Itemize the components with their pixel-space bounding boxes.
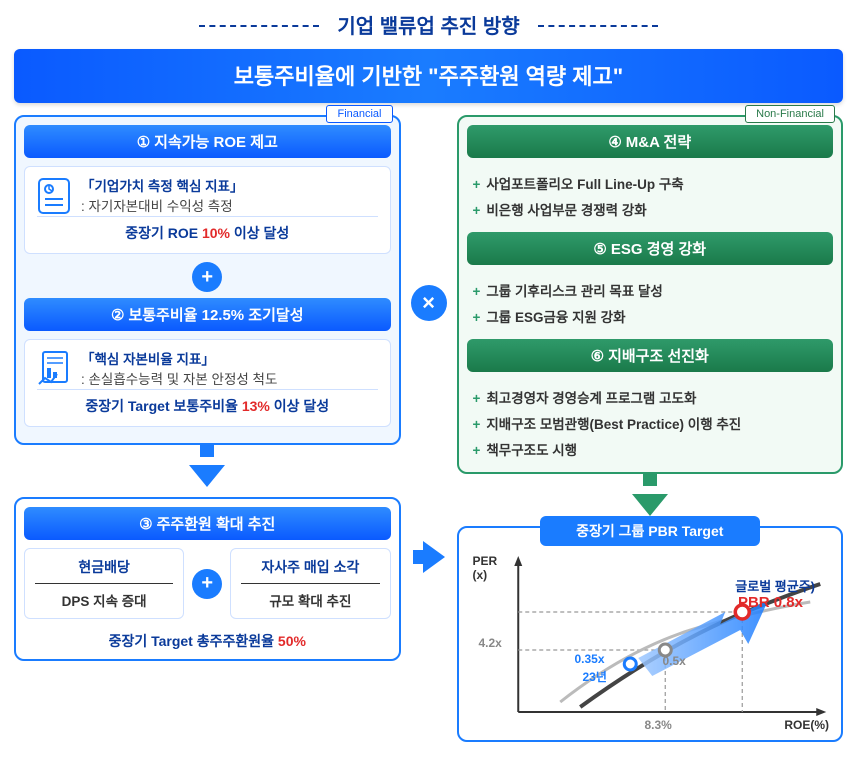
section3-head: ③ 주주환원 확대 추진 — [24, 507, 391, 540]
nonfinancial-column: Non-Financial ④M&A 전략 사업포트폴리오 Full Line-… — [457, 115, 844, 742]
section2-num: ② — [111, 306, 124, 324]
main-banner: 보통주비율에 기반한 "주주환원 역량 제고" — [14, 49, 843, 103]
section1-box-title: 「기업가치 측정 핵심 지표」 — [81, 179, 243, 194]
x-tick: 8.3% — [645, 718, 672, 732]
target-label1: 글로벌 평균주) — [735, 576, 815, 595]
x-axis-label: ROE(%) — [784, 718, 829, 732]
point-a-x: 23년 — [583, 668, 607, 685]
list-item: 최고경영자 경영승계 프로그램 고도화 — [473, 384, 828, 410]
list-item: 책무구조도 시행 — [473, 436, 828, 462]
y-tick: 4.2x — [479, 636, 502, 650]
section3-panel: ③ 주주환원 확대 추진 현금배당 DPS 지속 증대 + 자사주 매입 소각 규… — [14, 497, 401, 661]
section2-head: ②보통주비율 12.5% 조기달성 — [24, 298, 391, 331]
target-label2: PBR 0.8x — [738, 594, 803, 611]
section1-title: 지속가능 ROE 제고 — [154, 134, 278, 151]
point-a-y: 0.35x — [575, 652, 605, 666]
section1-box: 「기업가치 측정 핵심 지표」 : 자기자본대비 수익성 측정 중장기 ROE … — [24, 166, 391, 254]
section3-target: 중장기 Target 총주주환원율 50% — [24, 625, 391, 651]
section1-box-sub: : 자기자본대비 수익성 측정 — [81, 199, 233, 214]
section6-list: 최고경영자 경영승계 프로그램 고도화 지배구조 모범관행(Best Pract… — [467, 380, 834, 464]
list-item: 비은행 사업부문 경쟁력 강화 — [473, 196, 828, 222]
financial-tag: Financial — [326, 105, 392, 123]
section6-head: ⑥지배구조 선진화 — [467, 339, 834, 372]
point-b-label: 0.5x — [663, 654, 686, 668]
list-item: 지배구조 모범관행(Best Practice) 이행 추진 — [473, 410, 828, 436]
list-item: 그룹 ESG금융 지원 강화 — [473, 303, 828, 329]
section2-target: 중장기 Target 보통주비율 13% 이상 달성 — [37, 389, 378, 416]
arrow-right-stem — [413, 550, 423, 564]
dashboard-icon — [37, 177, 71, 215]
multiply-icon: × — [411, 285, 447, 321]
plus-icon: + — [192, 262, 222, 292]
section3-box-b: 자사주 매입 소각 규모 확대 추진 — [230, 548, 390, 619]
middle-column: × — [407, 115, 451, 573]
list-item: 사업포트폴리오 Full Line-Up 구축 — [473, 170, 828, 196]
section4-head: ④M&A 전략 — [467, 125, 834, 158]
main-grid: Financial ①지속가능 ROE 제고 「기업가치 측정 핵심 지표」 — [14, 115, 843, 742]
section3-title: 주주환원 확대 추진 — [157, 516, 276, 533]
chart-title: 중장기 그룹 PBR Target — [540, 516, 760, 546]
section1-num: ① — [137, 133, 150, 151]
financial-panel: ①지속가능 ROE 제고 「기업가치 측정 핵심 지표」 : 자기자본대비 수익… — [14, 115, 401, 445]
arrow-down-stem — [200, 445, 214, 457]
arrow-down-icon — [189, 465, 225, 487]
nonfinancial-panel: ④M&A 전략 사업포트폴리오 Full Line-Up 구축 비은행 사업부문… — [457, 115, 844, 474]
section2-box-title: 「핵심 자본비율 지표」 — [81, 352, 215, 367]
nonfinancial-tag: Non-Financial — [745, 105, 835, 123]
y-axis-label: PER (x) — [473, 554, 498, 582]
arrow-down-icon — [632, 494, 668, 516]
plus-icon: + — [192, 569, 222, 599]
page-title: 기업 밸류업 추진 방향 — [319, 10, 537, 39]
section3-box-a: 현금배당 DPS 지속 증대 — [24, 548, 184, 619]
section5-head: ⑤ESG 경영 강화 — [467, 232, 834, 265]
pbr-chart: PER (x) ROE(%) 4.2x 8.3% 0.35x 23년 0.5x … — [467, 552, 834, 732]
page-title-wrap: 기업 밸류업 추진 방향 — [14, 10, 843, 39]
section2-box-sub: : 손실흡수능력 및 자본 안정성 척도 — [81, 372, 277, 387]
section4-list: 사업포트폴리오 Full Line-Up 구축 비은행 사업부문 경쟁력 강화 — [467, 166, 834, 224]
chart-panel: 중장기 그룹 PBR Target — [457, 526, 844, 742]
section1-head: ①지속가능 ROE 제고 — [24, 125, 391, 158]
financial-column: Financial ①지속가능 ROE 제고 「기업가치 측정 핵심 지표」 — [14, 115, 401, 661]
section5-list: 그룹 기후리스크 관리 목표 달성 그룹 ESG금융 지원 강화 — [467, 273, 834, 331]
section2-title: 보통주비율 12.5% 조기달성 — [128, 307, 303, 324]
section3-num: ③ — [139, 515, 152, 533]
section1-target: 중장기 ROE 10% 이상 달성 — [37, 216, 378, 243]
arrow-right-icon — [423, 541, 445, 573]
section2-box: 「핵심 자본비율 지표」 : 손실흡수능력 및 자본 안정성 척도 중장기 Ta… — [24, 339, 391, 427]
report-icon — [37, 350, 71, 388]
list-item: 그룹 기후리스크 관리 목표 달성 — [473, 277, 828, 303]
